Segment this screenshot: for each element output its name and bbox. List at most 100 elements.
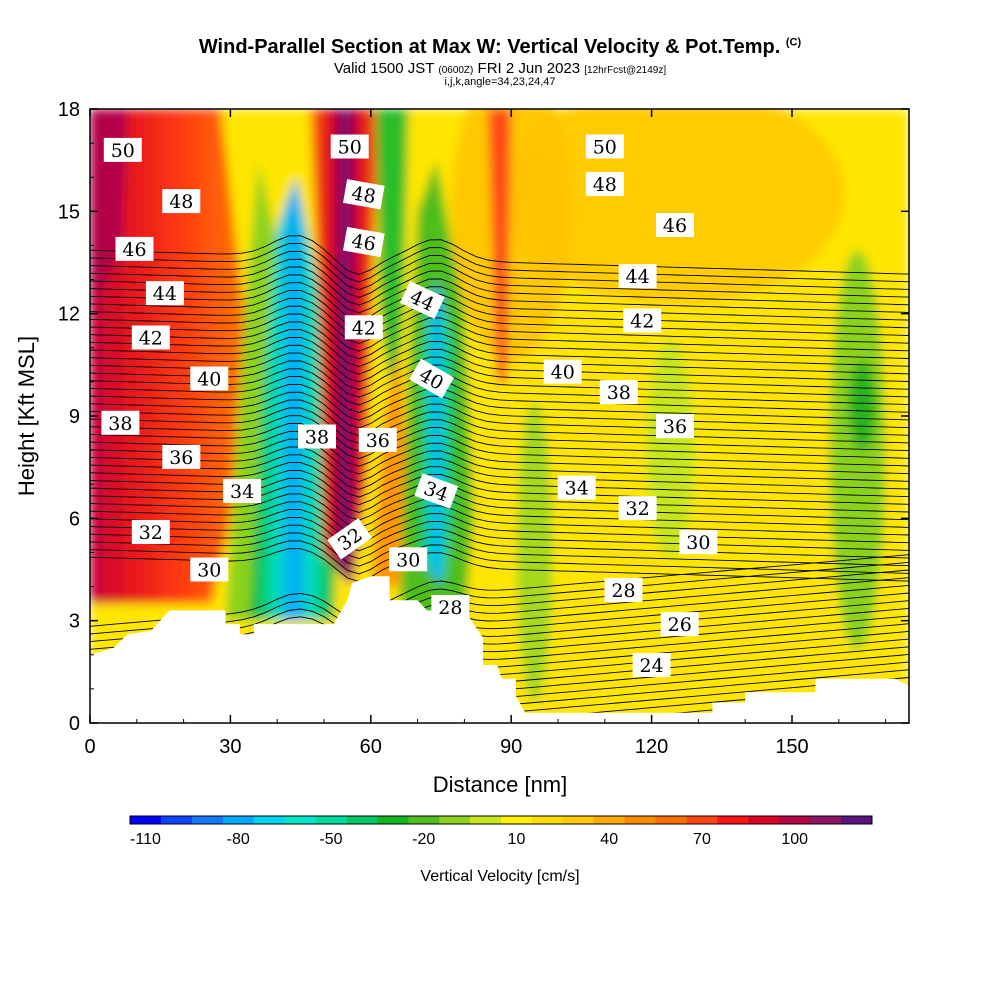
- contour-label-text: 48: [169, 191, 193, 213]
- contour-label-text: 30: [686, 532, 710, 554]
- theta-isentrope: [90, 235, 909, 275]
- contour-label-bg: [223, 479, 262, 503]
- contour-label: 46: [656, 213, 694, 237]
- colorbar-frame: [129, 815, 873, 825]
- theta-isentrope: [90, 462, 909, 498]
- contour-label-bg: [679, 530, 718, 555]
- theta-isentrope: [90, 290, 909, 329]
- theta-isentrope: [90, 524, 909, 559]
- contour-label-bg: [618, 496, 657, 521]
- theta-isentrope: [90, 516, 909, 552]
- chart-subtitle: Valid 1500 JST (0600Z) FRI 2 Jun 2023 [1…: [333, 60, 667, 77]
- contour-label-bg: [389, 547, 428, 572]
- colorbar-tick-label: 70: [693, 831, 711, 848]
- colorbar-tick-label: 40: [600, 831, 618, 848]
- x-tick-label: 30: [219, 736, 241, 758]
- colorbar-swatch: [253, 816, 285, 824]
- x-tick-label: 120: [635, 736, 668, 758]
- colorbar-swatch: [377, 816, 409, 824]
- theta-isentrope: [90, 415, 909, 452]
- contour-label-text: 50: [111, 140, 135, 162]
- contour-label-text: 50: [338, 137, 362, 159]
- colorbar-swatch: [160, 816, 193, 824]
- x-tick-label: 150: [775, 736, 808, 758]
- colorbar-swatch: [717, 816, 749, 824]
- colorbar-swatch: [130, 816, 162, 824]
- colorbar-swatch: [686, 816, 718, 824]
- theta-isentrope: [90, 407, 909, 444]
- contour-label: 50: [330, 134, 369, 159]
- contour-label-text: 30: [197, 560, 221, 582]
- contour-label-text: 36: [366, 430, 390, 452]
- colorbar-label: Vertical Velocity [cm/s]: [420, 868, 579, 885]
- x-axis-label: Distance [nm]: [433, 772, 568, 797]
- colorbar-tick-label: -110: [130, 831, 161, 848]
- contour-label: 50: [103, 137, 142, 162]
- colorbar-tick-label: -20: [412, 831, 435, 848]
- contour-labels: 50 48 46 44 42 40 38 36 34 32 30 50 48 46 42 38 36 32 44 40…: [101, 134, 718, 677]
- colorbar-swatch: [810, 816, 842, 824]
- contour-label-bg: [330, 134, 369, 159]
- contour-label: 24: [632, 653, 671, 677]
- contour-label-text: 38: [607, 382, 631, 404]
- theta-isentrope: [90, 430, 909, 467]
- field-downdraft-core: [249, 177, 339, 621]
- contour-label-bg: [585, 134, 624, 159]
- contour-label: 38: [599, 380, 638, 405]
- theta-isentrope: [90, 321, 909, 360]
- theta-isentrope: [90, 250, 909, 291]
- contour-label-text: 36: [663, 416, 687, 438]
- contour-label-bg: [623, 308, 662, 333]
- colorbar-tick-label: -50: [319, 831, 342, 848]
- x-axis: 0 30 60 90 120 150: [84, 109, 887, 758]
- chart-params: i,j,k,angle=34,23,24,47: [444, 76, 556, 88]
- contour-label-text: 34: [565, 478, 589, 500]
- theta-isentrope: [90, 554, 909, 627]
- colorbar-swatch: [748, 816, 780, 824]
- contour-label-text: 28: [438, 597, 462, 619]
- colorbar-swatch: [315, 816, 347, 824]
- colorbar-swatch: [222, 816, 255, 824]
- contour-label-bg: [162, 444, 201, 469]
- contour-label-text: 50: [593, 137, 617, 159]
- theta-isentrope: [90, 399, 909, 437]
- contour-label-bg: [343, 226, 385, 258]
- contour-label-text: 24: [640, 655, 664, 677]
- contour-label-bg: [131, 520, 170, 544]
- theta-isentrope: [90, 423, 909, 460]
- contour-label-text: 28: [611, 580, 635, 602]
- theta-isentrope: [90, 344, 909, 383]
- contour-label-text: 40: [551, 362, 575, 384]
- contour-label: 28: [604, 578, 643, 602]
- contour-label-bg: [145, 281, 184, 306]
- theta-isentrope: [90, 297, 909, 337]
- contour-label: 32: [131, 520, 170, 544]
- colorbar-tick-label: 10: [508, 831, 526, 848]
- contour-label-bg: [543, 359, 582, 384]
- contour-label: 50: [585, 134, 624, 159]
- field-downdraft-core: [417, 279, 456, 587]
- theta-isentrope: [90, 282, 909, 321]
- y-tick-label: 0: [69, 713, 80, 735]
- y-tick-label: 6: [69, 508, 80, 530]
- contour-label-text: 48: [593, 174, 617, 196]
- x-tick-label: 60: [360, 736, 382, 758]
- colorbar-swatch: [562, 816, 595, 824]
- colorbar-swatch: [191, 816, 224, 824]
- contour-label-text: 48: [350, 182, 378, 208]
- field-updraft-thin: [487, 109, 512, 382]
- colorbar: -110 -80 -50 -20 10 40 70 100: [129, 815, 873, 848]
- contour-label: 30: [679, 530, 718, 555]
- contour-label-bg: [190, 366, 229, 391]
- field-downdraft-core: [848, 360, 877, 451]
- contour-label: 30: [389, 547, 428, 572]
- colorbar-swatch: [501, 816, 533, 824]
- contour-label-text: 38: [305, 427, 329, 449]
- theta-isentrope: [90, 305, 909, 344]
- contour-label-text: 34: [230, 481, 254, 503]
- colorbar-swatch: [408, 816, 440, 824]
- contour-label-bg: [358, 427, 397, 452]
- contour-label: 44: [400, 281, 445, 319]
- colorbar-swatch: [779, 816, 811, 824]
